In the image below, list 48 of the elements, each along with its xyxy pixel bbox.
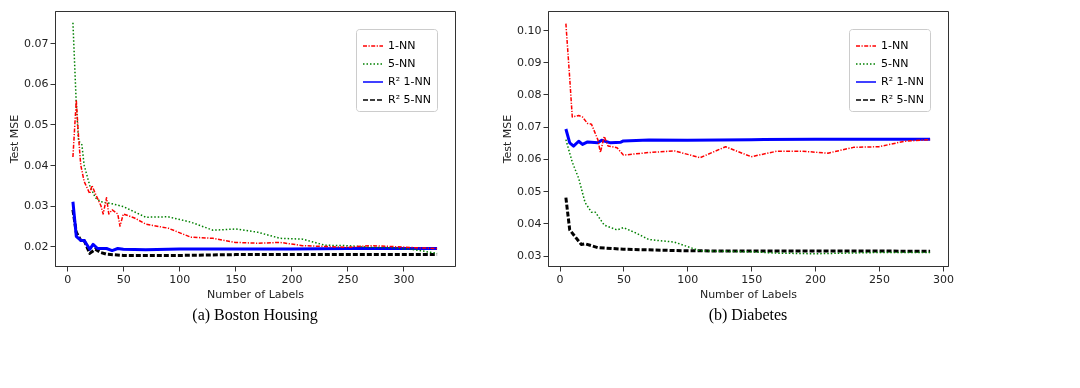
y-tick-label: 0.10 <box>517 23 542 37</box>
legend-label: 5-NN <box>881 57 909 70</box>
y-tick-label: 0.04 <box>517 216 542 230</box>
legend-label: R² 1-NN <box>881 75 924 88</box>
y-tick-label: 0.08 <box>517 88 542 101</box>
line-series <box>564 196 932 253</box>
y-tick-label: 0.05 <box>24 117 49 131</box>
y-tick-label: 0.07 <box>517 120 542 134</box>
y-tick-label: 0.03 <box>24 199 49 213</box>
x-tick-label: 300 <box>393 272 415 286</box>
legend-label: R² 5-NN <box>881 93 924 106</box>
x-axis-title: Number of Labels <box>699 287 798 301</box>
legend-label: R² 5-NN <box>388 93 431 106</box>
x-axis-title: Number of Labels <box>206 287 305 301</box>
x-tick-label: 100 <box>169 272 191 286</box>
x-tick-label: 150 <box>741 272 763 286</box>
legend-label: 1-NN <box>388 39 416 52</box>
y-axis-title: Test MSE <box>501 114 515 165</box>
legend-label: 1-NN <box>881 39 909 52</box>
x-tick-label: 250 <box>868 272 890 286</box>
line-series <box>72 22 438 255</box>
y-tick-label: 0.05 <box>517 184 542 198</box>
line-series <box>565 22 931 159</box>
y-tick-label: 0.09 <box>517 55 542 69</box>
y-axis-title: Test MSE <box>8 114 22 165</box>
y-tick-label: 0.04 <box>24 158 49 172</box>
legend-label: 5-NN <box>388 57 416 70</box>
line-series <box>564 127 932 148</box>
y-tick-label: 0.06 <box>24 77 49 91</box>
line-series <box>565 138 931 255</box>
line-series <box>71 200 439 253</box>
y-tick-label: 0.03 <box>517 249 542 263</box>
x-tick-label: 50 <box>616 272 631 286</box>
x-tick-label: 100 <box>677 272 699 286</box>
x-tick-label: 200 <box>805 272 827 286</box>
text: (a) Boston Housing <box>192 306 318 324</box>
y-tick-label: 0.07 <box>24 36 49 50</box>
x-tick-label: 0 <box>556 272 564 286</box>
x-tick-label: 200 <box>281 272 303 286</box>
legend-label: R² 1-NN <box>388 75 431 88</box>
x-tick-label: 300 <box>932 272 954 286</box>
text: (b) Diabetes <box>708 306 788 324</box>
x-tick-label: 150 <box>225 272 247 286</box>
x-tick-label: 250 <box>337 272 359 286</box>
x-tick-label: 50 <box>116 272 131 286</box>
x-tick-label: 0 <box>64 272 72 286</box>
y-tick-label: 0.02 <box>24 239 49 253</box>
y-tick-label: 0.06 <box>517 152 542 166</box>
